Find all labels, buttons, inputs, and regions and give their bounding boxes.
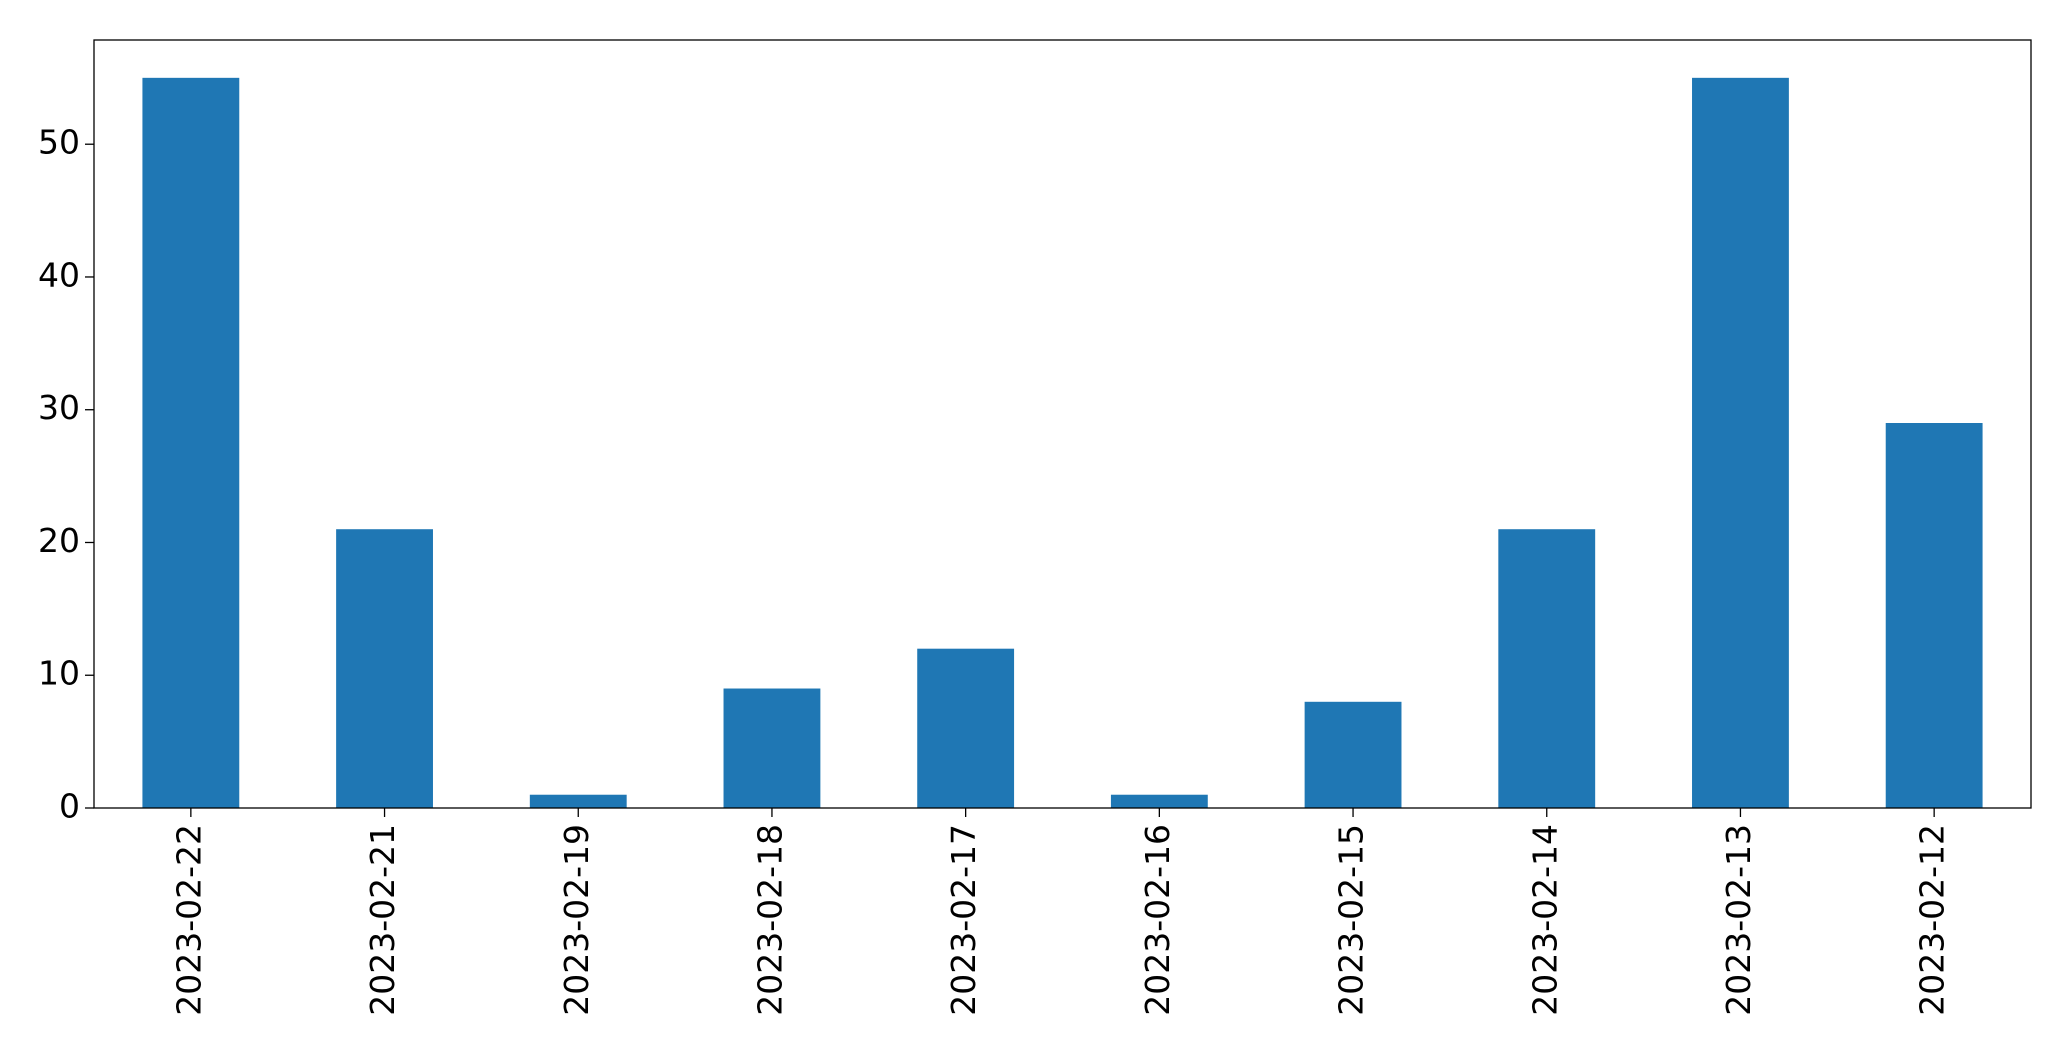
bar <box>529 794 627 808</box>
bar <box>142 77 240 808</box>
y-tick-label: 10 <box>38 654 80 693</box>
x-tick-label: 2023-02-14 <box>1525 824 1564 1016</box>
x-tick-label: 2023-02-15 <box>1332 824 1371 1016</box>
bar <box>336 529 433 808</box>
x-tick-label: 2023-02-18 <box>750 824 789 1016</box>
x-tick-label: 2023-02-19 <box>557 824 596 1016</box>
bar <box>1692 77 1789 808</box>
y-tick-label: 30 <box>38 388 80 427</box>
bar <box>1304 701 1402 808</box>
y-tick-label: 40 <box>38 255 80 294</box>
x-tick-label: 2023-02-12 <box>1913 824 1952 1016</box>
y-tick-label: 50 <box>38 123 80 162</box>
y-tick-label: 20 <box>38 521 80 560</box>
x-tick-label: 2023-02-17 <box>944 824 983 1016</box>
y-tick-label: 0 <box>59 787 80 826</box>
bar <box>1885 423 1983 808</box>
x-tick-label: 2023-02-22 <box>169 824 208 1016</box>
x-tick-label: 2023-02-21 <box>363 824 402 1016</box>
x-tick-label: 2023-02-16 <box>1138 824 1177 1016</box>
plot-frame <box>93 39 2032 809</box>
bar <box>917 648 1015 808</box>
x-tick-label: 2023-02-13 <box>1719 824 1758 1016</box>
bar <box>1498 529 1596 808</box>
bar <box>723 688 821 808</box>
bar <box>1110 794 1208 808</box>
